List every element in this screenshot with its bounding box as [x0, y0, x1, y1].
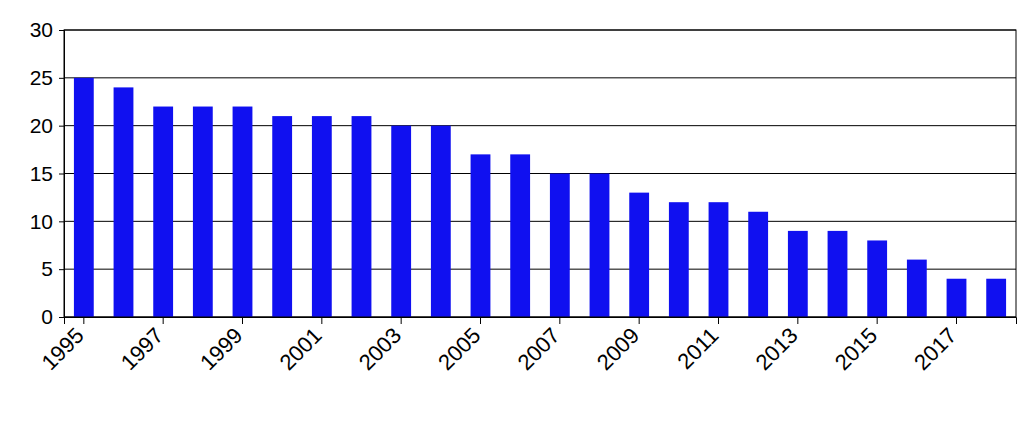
x-tick-label: 2001 — [275, 323, 327, 375]
x-axis: 1995 1997 1999 2001 2003 2005 2007 2009 2011 2013… — [37, 317, 1017, 375]
x-tick-label: 2005 — [433, 323, 485, 375]
x-tick-label: 2015 — [830, 323, 882, 375]
y-tick: 10 — [30, 210, 64, 233]
x-tick-label: 2009 — [592, 323, 644, 375]
y-tick-mark — [59, 174, 64, 175]
y-tick-mark — [59, 221, 64, 222]
x-tick: 2001 — [275, 317, 327, 375]
bar — [74, 78, 94, 317]
bar — [748, 212, 768, 317]
bar — [114, 87, 134, 317]
y-tick-mark — [59, 269, 64, 270]
y-tick-label: 20 — [30, 114, 53, 137]
bar — [947, 279, 967, 317]
bar — [590, 174, 610, 318]
y-axis-line — [59, 31, 65, 318]
x-tick-mark — [83, 317, 84, 324]
x-tick: 1995 — [37, 317, 89, 375]
y-tick-mark — [59, 317, 64, 318]
y-tick: 20 — [30, 114, 64, 137]
y-tick-mark — [59, 30, 64, 31]
y-tick: 0 — [41, 305, 64, 328]
x-tick-mark — [242, 317, 243, 324]
bar — [828, 231, 848, 317]
y-tick-mark — [59, 126, 64, 127]
y-tick: 30 — [30, 18, 64, 41]
x-tick: 1999 — [195, 317, 247, 375]
y-tick: 25 — [30, 66, 64, 89]
x-tick-label: 2007 — [513, 323, 565, 375]
x-tick-mark — [321, 317, 322, 324]
bar — [550, 174, 570, 318]
bar — [907, 260, 927, 317]
x-tick-label: 2017 — [909, 323, 961, 375]
bar — [788, 231, 808, 317]
x-tick-label: 2013 — [751, 323, 803, 375]
x-tick-label: 2011 — [672, 323, 723, 374]
x-tick: 2013 — [751, 317, 803, 375]
x-tick-mark — [639, 317, 640, 324]
bar — [193, 107, 213, 317]
y-tick-mark — [59, 78, 64, 79]
bar — [986, 279, 1006, 317]
x-tick-mark — [480, 317, 481, 324]
bar — [312, 116, 332, 317]
bar — [709, 202, 729, 317]
x-tick: 1997 — [116, 317, 168, 375]
chart: 0 5 10 15 20 25 30 1995 1997 1999 2001 2003 2005 2007… — [0, 0, 1024, 429]
bar — [510, 154, 530, 317]
bar — [352, 116, 372, 317]
x-axis-line — [65, 318, 1017, 325]
grid-line — [64, 77, 1016, 78]
x-tick: 2009 — [592, 317, 644, 375]
bar — [153, 107, 173, 317]
x-tick: 2015 — [830, 317, 882, 375]
x-tick-label: 1999 — [195, 323, 247, 375]
y-tick-label: 10 — [30, 210, 53, 233]
bars — [74, 78, 1006, 317]
grid — [64, 30, 1016, 317]
x-tick-mark — [718, 317, 719, 324]
x-tick-label: 1997 — [116, 323, 168, 375]
bar — [471, 154, 491, 317]
x-tick-mark — [797, 317, 798, 324]
bar — [629, 193, 649, 317]
x-tick-label: 1995 — [37, 323, 89, 375]
y-axis: 0 5 10 15 20 25 30 — [30, 18, 65, 328]
x-tick-mark — [559, 317, 560, 324]
x-tick-mark — [401, 317, 402, 324]
x-tick: 2011 — [672, 317, 723, 374]
y-tick-label: 30 — [30, 18, 53, 41]
x-tick: 2017 — [909, 317, 961, 375]
y-tick-label: 15 — [30, 162, 53, 185]
bar — [431, 126, 451, 317]
y-tick-label: 5 — [41, 257, 53, 280]
x-tick: 2007 — [513, 317, 565, 375]
plot-frame — [64, 30, 1016, 317]
x-tick-mark — [877, 317, 878, 324]
bar — [233, 107, 253, 317]
y-tick: 5 — [41, 257, 64, 280]
x-tick: 2003 — [354, 317, 406, 375]
bar — [391, 126, 411, 317]
y-tick: 15 — [30, 162, 64, 185]
y-tick-label: 25 — [30, 66, 53, 89]
bar — [669, 202, 689, 317]
x-tick: 2005 — [433, 317, 485, 375]
x-tick-mark — [956, 317, 957, 324]
bar — [867, 240, 887, 317]
x-tick-label: 2003 — [354, 323, 406, 375]
x-tick-mark — [163, 317, 164, 324]
y-tick-label: 0 — [41, 305, 53, 328]
bar — [272, 116, 292, 317]
